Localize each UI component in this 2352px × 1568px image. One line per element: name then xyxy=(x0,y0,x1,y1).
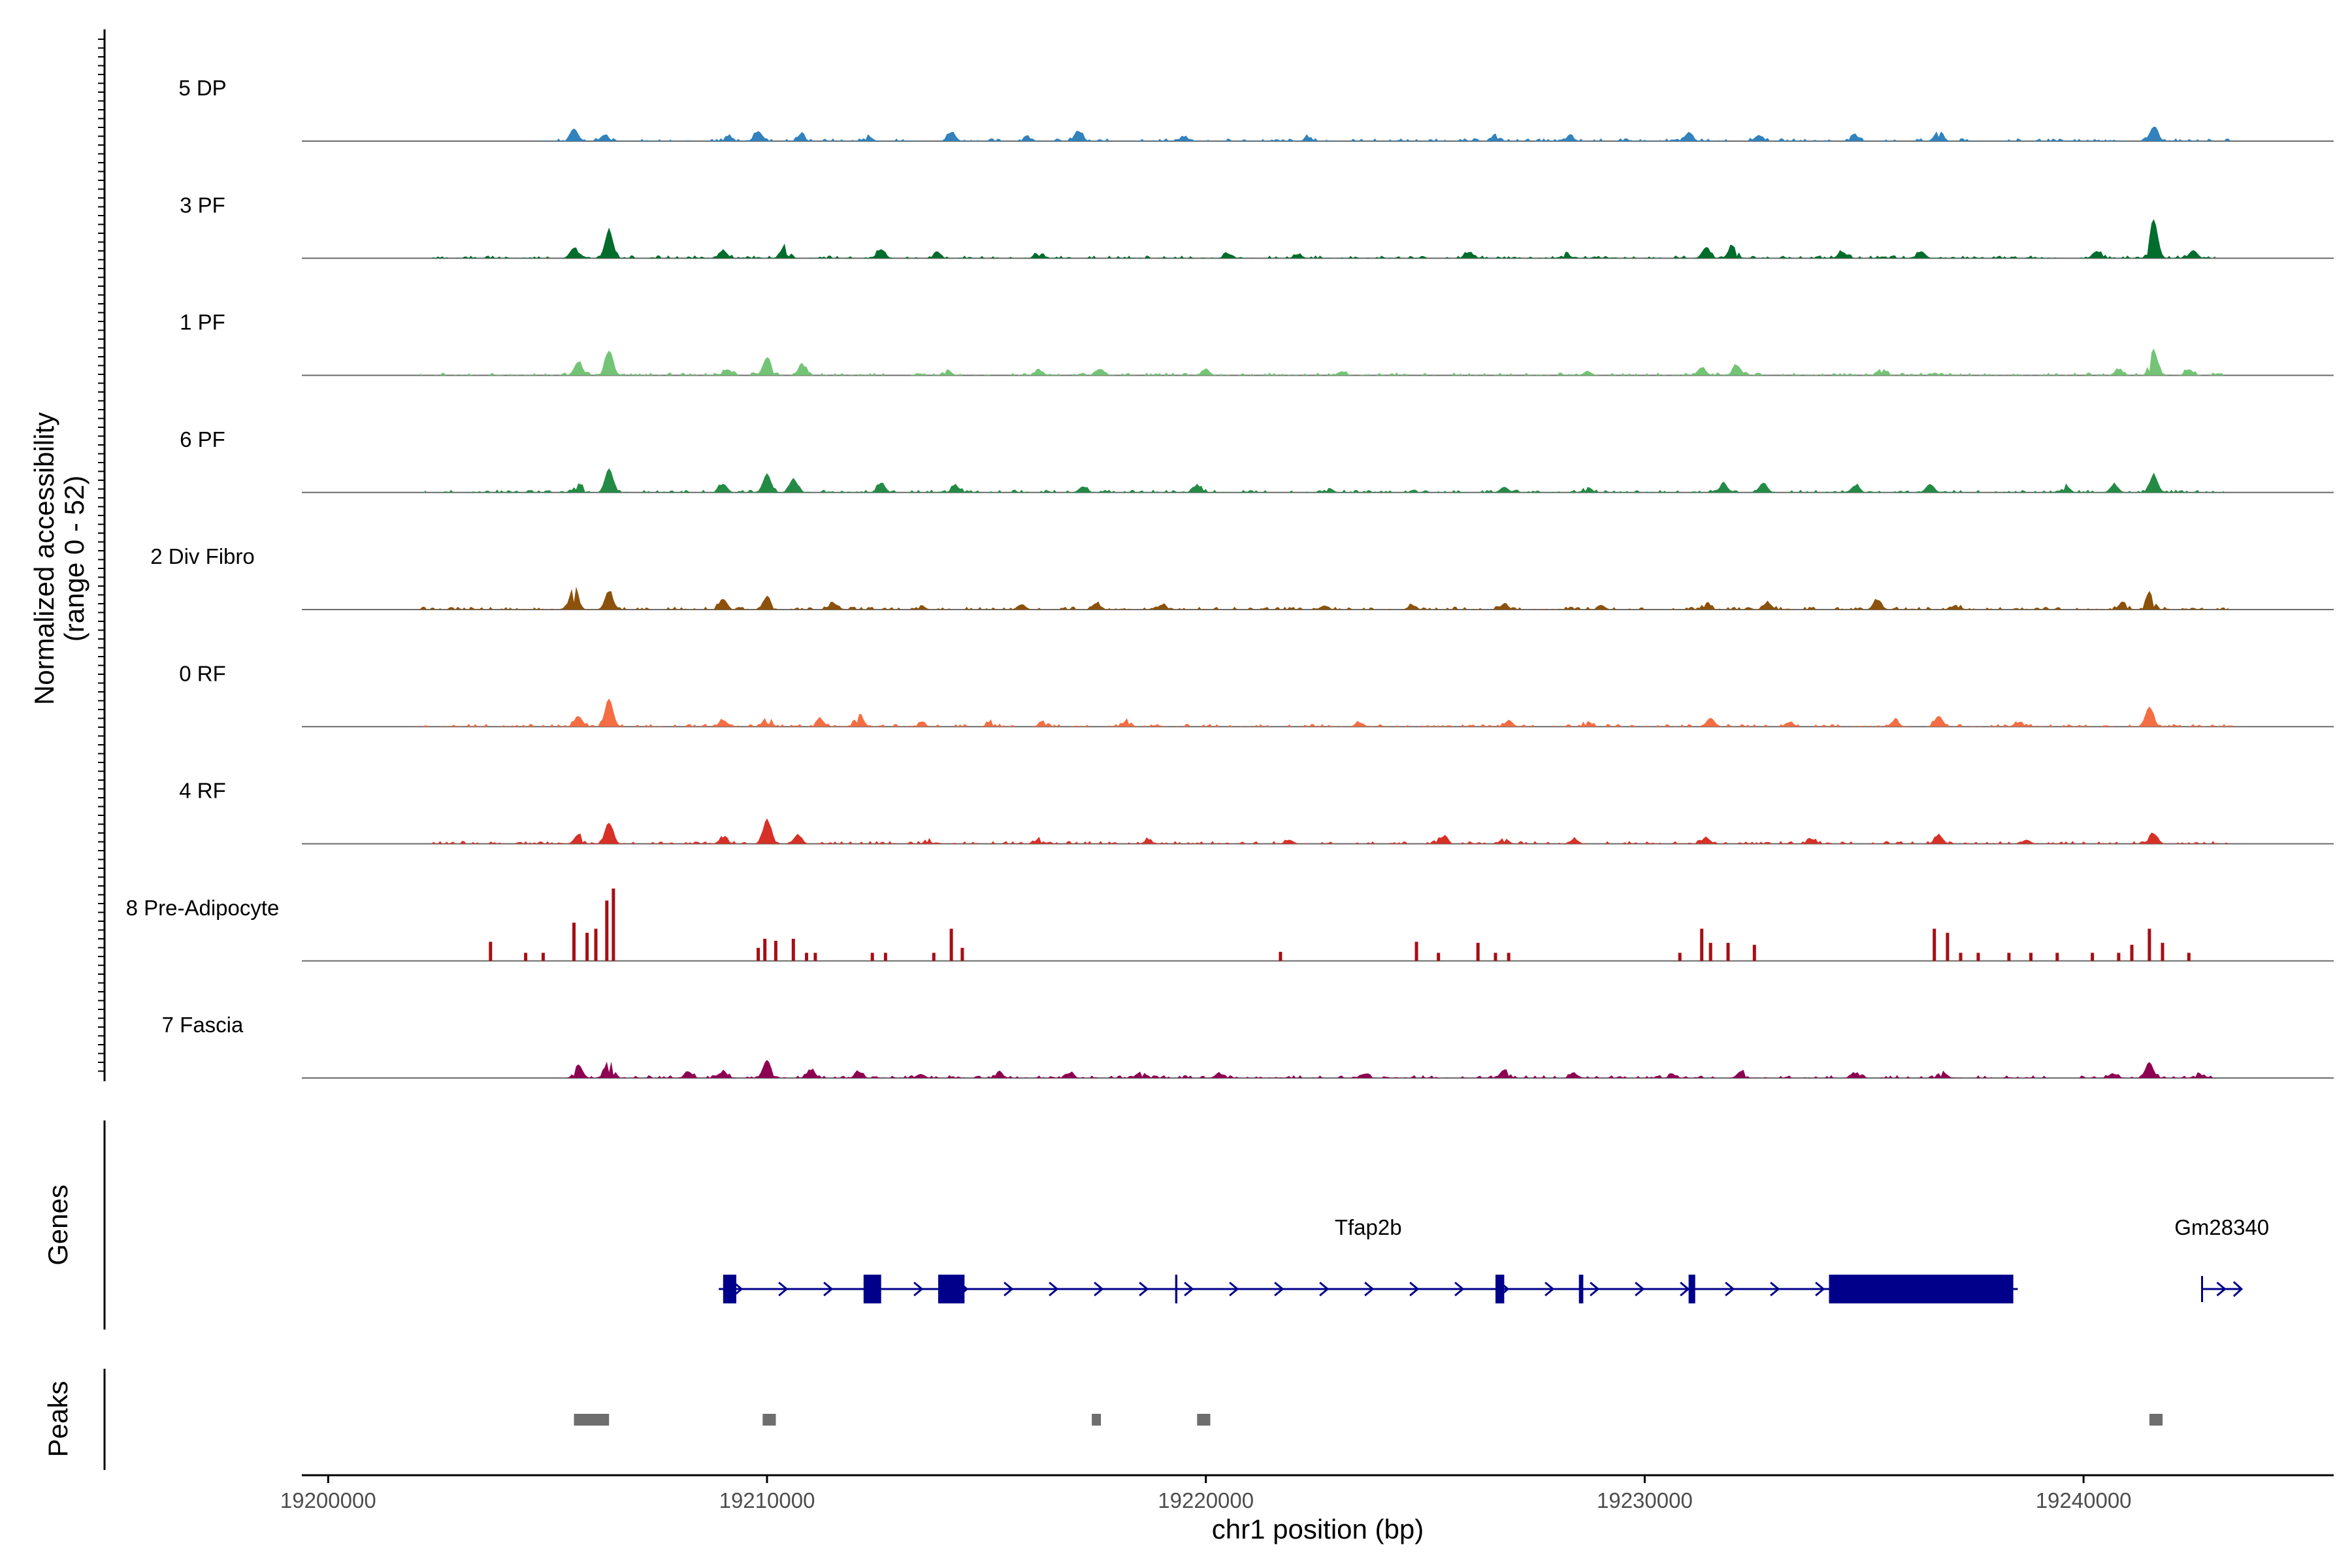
strand-arrow xyxy=(1590,1281,1600,1297)
coverage-track: 5 DP xyxy=(178,76,2334,142)
coverage-y-ticks xyxy=(98,39,105,1072)
strand-arrow xyxy=(1454,1281,1465,1297)
strand-arrow xyxy=(1274,1281,1284,1297)
gene-exon xyxy=(1688,1275,1695,1303)
coverage-area xyxy=(556,1060,2215,1078)
track-label: 8 Pre-Adipocyte xyxy=(126,896,280,920)
coverage-track: 8 Pre-Adipocyte xyxy=(126,889,2334,962)
gene-exon xyxy=(1578,1275,1584,1303)
gene-exon xyxy=(723,1275,736,1303)
gene-exon xyxy=(1495,1275,1505,1303)
coverage-area xyxy=(420,818,2229,844)
coverage-track: 3 PF xyxy=(180,193,2334,259)
track-label: 1 PF xyxy=(180,310,225,335)
track-label: 4 RF xyxy=(179,779,226,803)
track-label: 3 PF xyxy=(180,193,225,217)
x-axis-tick-label: 19200000 xyxy=(280,1488,376,1512)
strand-arrow xyxy=(1094,1281,1104,1297)
gene-label: Gm28340 xyxy=(2174,1215,2269,1239)
strand-arrow xyxy=(1049,1281,1059,1297)
strand-arrow xyxy=(913,1281,924,1297)
strand-arrow xyxy=(1319,1281,1330,1297)
x-axis-tick-label: 19220000 xyxy=(1158,1488,1254,1512)
peak-region xyxy=(1197,1414,1211,1426)
track-label: 2 Div Fibro xyxy=(150,544,255,568)
gene-label: Tfap2b xyxy=(1335,1215,1402,1239)
track-label: 0 RF xyxy=(179,661,226,685)
coverage-track: 0 RF xyxy=(179,661,2334,728)
peak-region xyxy=(762,1414,776,1426)
coverage-area xyxy=(489,889,2191,961)
strand-arrow xyxy=(1004,1281,1014,1297)
gene-exon xyxy=(1175,1275,1178,1303)
track-label: 5 DP xyxy=(178,76,226,100)
strand-arrow xyxy=(1680,1281,1690,1297)
peaks-track-title: Peaks xyxy=(42,1381,73,1458)
coverage-track: 2 Div Fibro xyxy=(150,544,2334,610)
strand-arrow xyxy=(733,1281,743,1297)
coverage-tracks: 5 DP 3 PF 1 PF 6 PF 2 Div Fibro 0 RF 4 RF 8 Pre… xyxy=(126,76,2334,1079)
coverage-area xyxy=(425,219,2215,259)
coverage-area xyxy=(425,468,2225,493)
y-axis-title-line2: (range 0 - 52) xyxy=(59,476,90,642)
strand-arrow xyxy=(778,1281,789,1297)
x-axis-ticks: 19200000 19210000 19220000 19230000 19240000 xyxy=(280,1475,2132,1512)
gene-exon xyxy=(1829,1275,2014,1303)
strand-arrow xyxy=(1544,1281,1555,1297)
strand-arrow xyxy=(1725,1281,1735,1297)
strand-arrow xyxy=(1229,1281,1239,1297)
gene-model: Tfap2b xyxy=(719,1215,2018,1303)
peaks-track xyxy=(574,1414,2163,1426)
gene-model: Gm28340 xyxy=(2174,1215,2269,1302)
x-axis-tick-label: 19230000 xyxy=(1597,1488,1693,1512)
coverage-track: 1 PF xyxy=(180,310,2334,376)
y-axis-title-line1: Normalized accessibility xyxy=(29,412,59,705)
gene-exon xyxy=(863,1275,881,1303)
genes-track: Tfap2b Gm28340 xyxy=(719,1215,2269,1303)
x-axis-tick-label: 19240000 xyxy=(2036,1488,2132,1512)
coverage-area xyxy=(420,348,2225,376)
strand-arrow xyxy=(1184,1281,1194,1297)
coverage-track: 4 RF xyxy=(179,779,2334,845)
track-label: 6 PF xyxy=(180,427,225,451)
strand-arrow xyxy=(1139,1281,1149,1297)
coverage-track: 7 Fascia xyxy=(162,1013,2334,1079)
strand-arrow xyxy=(823,1281,834,1297)
peak-region xyxy=(574,1414,610,1426)
strand-arrow xyxy=(1770,1281,1780,1297)
peak-region xyxy=(1092,1414,1102,1426)
coverage-area xyxy=(416,698,2233,727)
strand-arrow xyxy=(1409,1281,1420,1297)
strand-arrow xyxy=(1635,1281,1645,1297)
strand-arrow xyxy=(2216,1281,2227,1297)
gene-end-arrow xyxy=(2232,1281,2244,1298)
coverage-area xyxy=(530,126,2233,141)
peak-region xyxy=(2149,1414,2163,1426)
coverage-track: 6 PF xyxy=(180,427,2334,493)
strand-arrow xyxy=(1815,1281,1825,1297)
genes-track-title: Genes xyxy=(42,1184,73,1266)
coverage-area xyxy=(416,587,2229,610)
gene-exon xyxy=(938,1275,965,1303)
strand-arrow xyxy=(1364,1281,1375,1297)
x-axis-tick-label: 19210000 xyxy=(719,1488,815,1512)
x-axis-title: chr1 position (bp) xyxy=(1212,1514,1424,1544)
track-label: 7 Fascia xyxy=(162,1013,244,1037)
